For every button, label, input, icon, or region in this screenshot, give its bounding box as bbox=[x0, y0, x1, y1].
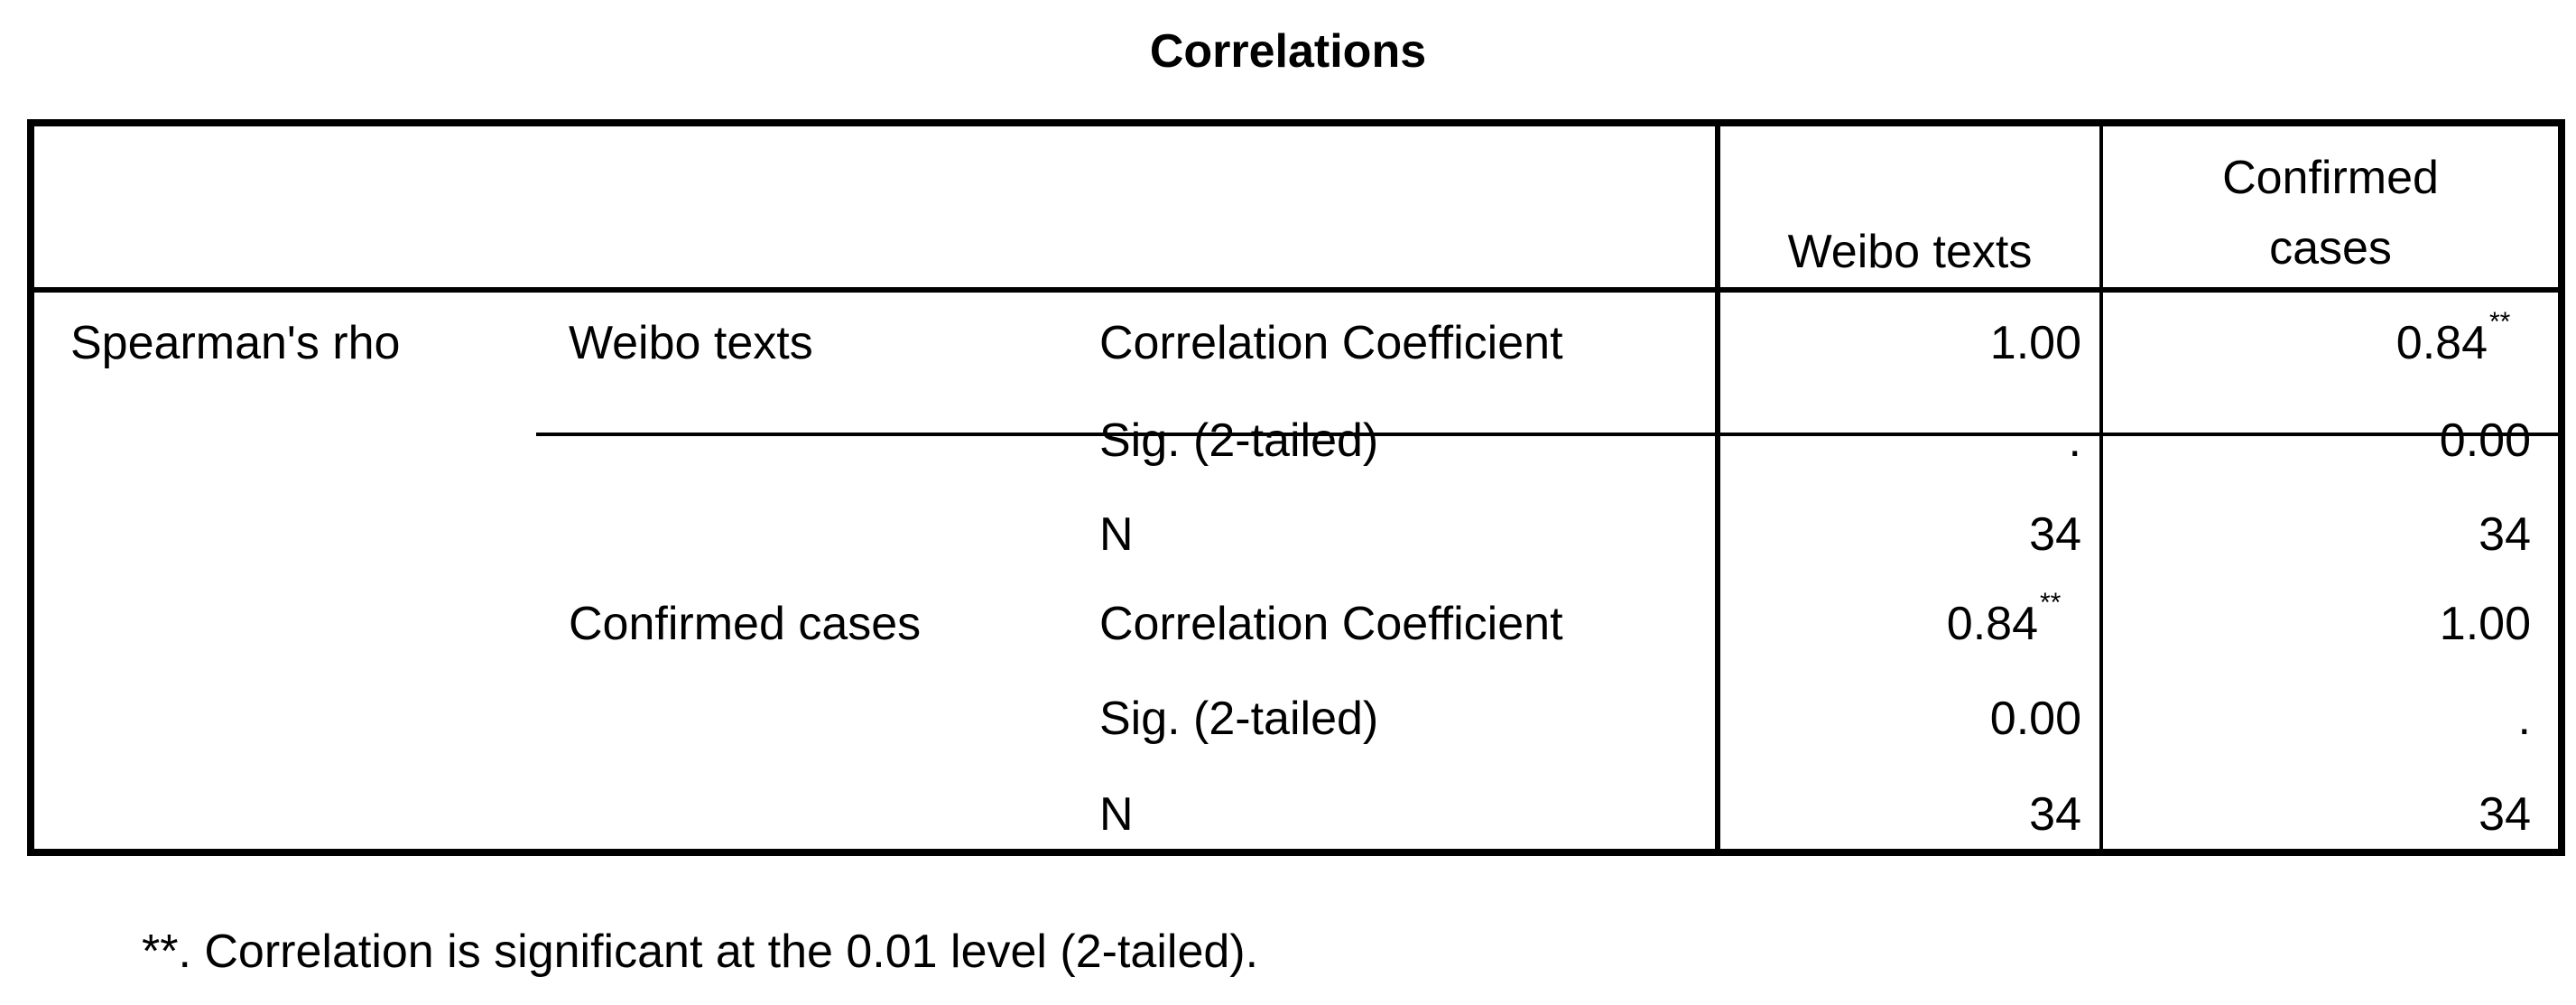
stat-label: N bbox=[1099, 788, 1134, 841]
header-col-confirmed-cases: Confirmed cases bbox=[2103, 143, 2558, 284]
correlations-table: Weibo texts Confirmed cases Spearman's r… bbox=[27, 119, 2565, 856]
stat-label: Correlation Coefficient bbox=[1099, 317, 1563, 369]
table-title: Correlations bbox=[1149, 25, 1427, 78]
header-rule bbox=[34, 287, 2558, 293]
variable-label-confirmed-cases: Confirmed cases bbox=[569, 598, 922, 650]
table-cell-value: 1.00 bbox=[2439, 598, 2531, 650]
column-rule-1 bbox=[1715, 126, 1720, 849]
stat-label: Sig. (2-tailed) bbox=[1099, 693, 1379, 745]
table-cell-value: 34 bbox=[2029, 508, 2081, 561]
stat-label: N bbox=[1099, 508, 1134, 561]
significance-marker: ** bbox=[2040, 588, 2062, 618]
header-col2-label: Confirmed cases bbox=[2222, 152, 2439, 275]
column-rule-2 bbox=[2099, 126, 2103, 849]
table-cell-value: 34 bbox=[2479, 508, 2531, 561]
header-col1-label: Weibo texts bbox=[1787, 226, 2033, 278]
table-cell-value: 1.00 bbox=[1989, 317, 2081, 369]
table-cell-value: 0.00 bbox=[2439, 414, 2531, 467]
table-cell-value: 0.00 bbox=[1989, 693, 2081, 745]
rho-label: Spearman's rho bbox=[70, 317, 401, 369]
group-rule bbox=[536, 433, 2558, 436]
header-col-weibo-texts: Weibo texts bbox=[1720, 217, 2099, 287]
variable-label-weibo-texts: Weibo texts bbox=[569, 317, 813, 369]
table-cell-value: 0.84 bbox=[1946, 598, 2038, 650]
footnote: **. Correlation is significant at the 0.… bbox=[142, 926, 1259, 978]
significance-marker: ** bbox=[2489, 307, 2511, 337]
table-cell-value: 34 bbox=[2029, 788, 2081, 841]
stat-label: Correlation Coefficient bbox=[1099, 598, 1563, 650]
table-cell-value: 34 bbox=[2479, 788, 2531, 841]
table-cell-value: . bbox=[2517, 693, 2531, 745]
table-cell-value: . bbox=[2068, 414, 2081, 467]
table-cell-value: 0.84 bbox=[2395, 317, 2488, 369]
stat-label: Sig. (2-tailed) bbox=[1099, 414, 1379, 467]
